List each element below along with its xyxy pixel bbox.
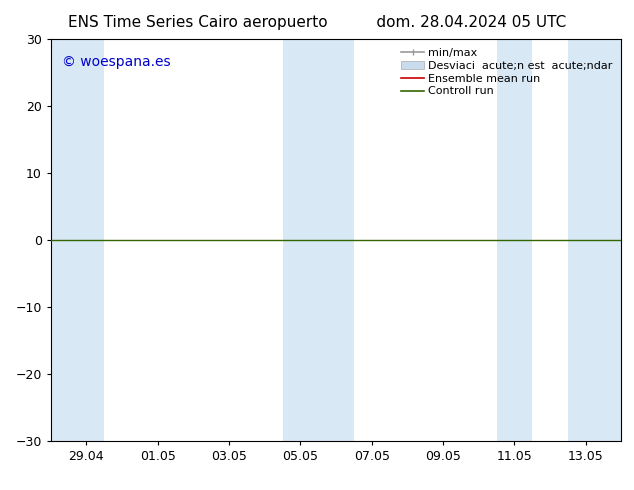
Bar — [51, 39, 104, 441]
Legend: min/max, Desviaci  acute;n est  acute;ndar, Ensemble mean run, Controll run: min/max, Desviaci acute;n est acute;ndar… — [398, 45, 616, 100]
Bar — [283, 39, 354, 441]
Text: ENS Time Series Cairo aeropuerto          dom. 28.04.2024 05 UTC: ENS Time Series Cairo aeropuerto dom. 28… — [68, 15, 566, 30]
Text: © woespana.es: © woespana.es — [62, 55, 171, 69]
Bar — [568, 39, 621, 441]
Bar — [496, 39, 532, 441]
